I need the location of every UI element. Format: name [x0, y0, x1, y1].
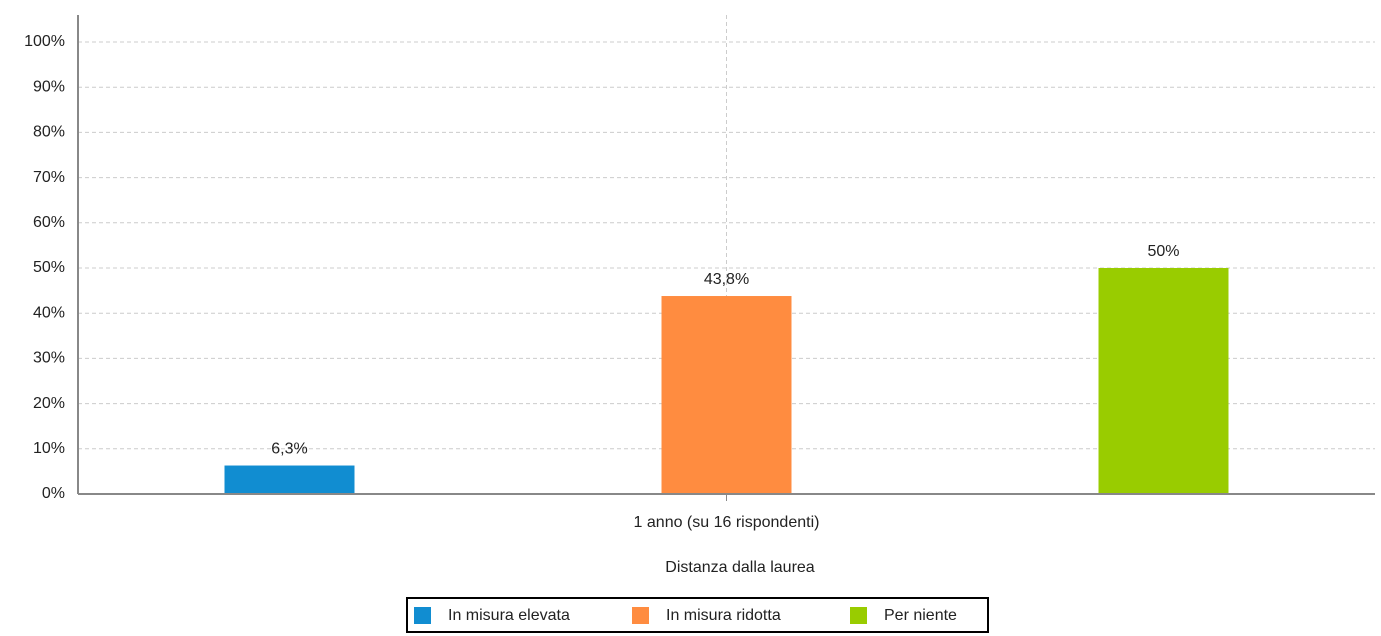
value-label: 50% [1147, 243, 1179, 260]
y-tick-label: 20% [33, 395, 65, 412]
legend-swatch [632, 607, 649, 624]
legend-box [406, 597, 989, 633]
legend-swatch [850, 607, 867, 624]
y-tick-label: 100% [24, 33, 65, 50]
bar [1098, 268, 1229, 494]
bar [224, 465, 355, 494]
legend-label: Per niente [884, 607, 957, 624]
x-tick-label: 1 anno (su 16 rispondenti) [634, 514, 820, 531]
y-tick-label: 60% [33, 214, 65, 231]
y-tick-label: 90% [33, 78, 65, 95]
value-label: 6,3% [271, 441, 307, 458]
bar [661, 296, 792, 494]
y-tick-label: 70% [33, 169, 65, 186]
y-tick-label: 40% [33, 304, 65, 321]
value-label: 43,8% [704, 271, 749, 288]
legend-label: In misura ridotta [666, 607, 781, 624]
legend-label: In misura elevata [448, 607, 570, 624]
y-tick-label: 50% [33, 259, 65, 276]
y-tick-label: 0% [42, 485, 65, 502]
y-tick-label: 10% [33, 440, 65, 457]
x-axis-title: Distanza dalla laurea [665, 559, 815, 576]
legend-swatch [414, 607, 431, 624]
y-tick-label: 30% [33, 350, 65, 367]
y-tick-label: 80% [33, 124, 65, 141]
